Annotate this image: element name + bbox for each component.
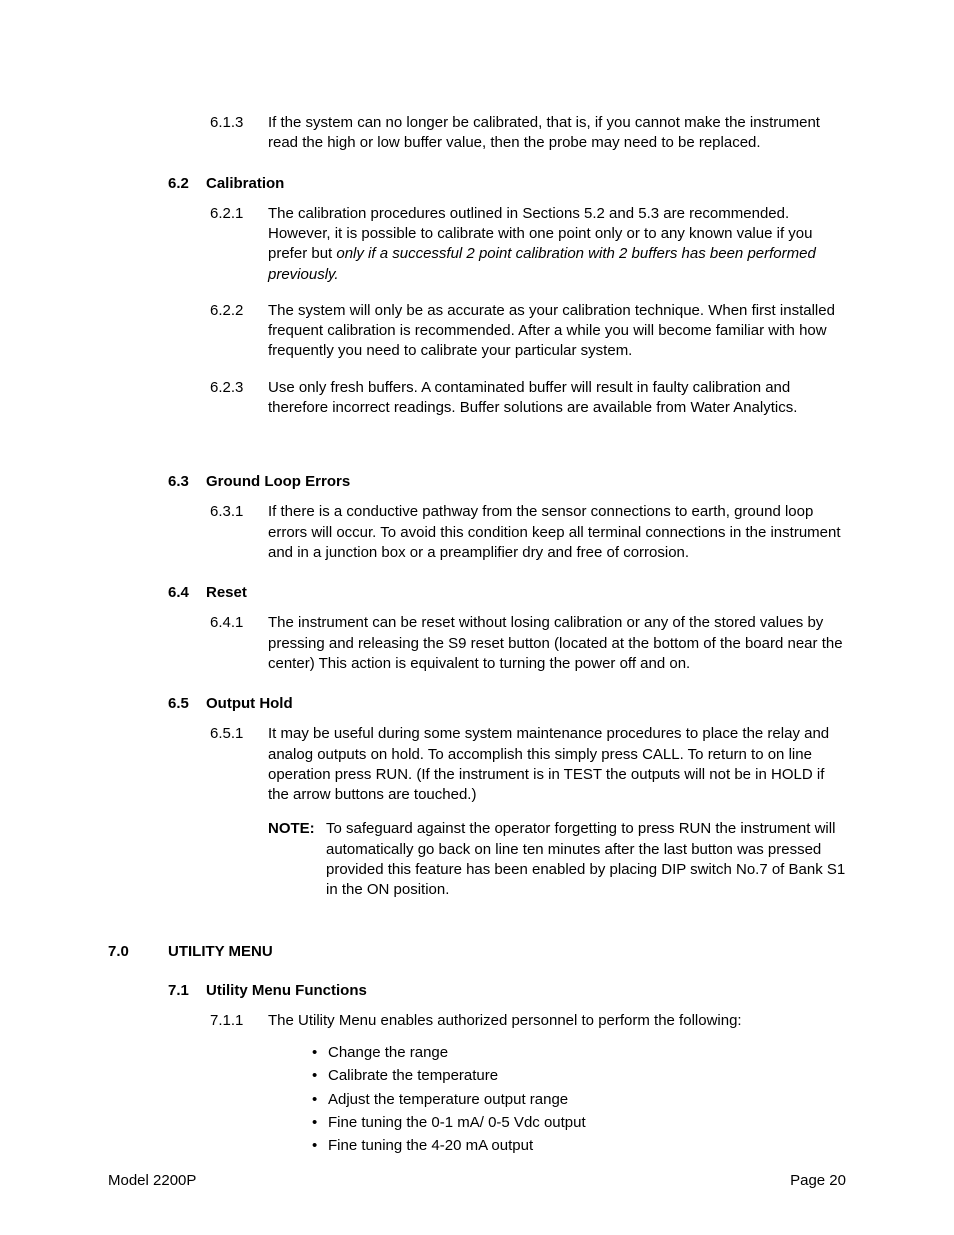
- item-text: If there is a conductive pathway from th…: [268, 502, 846, 563]
- heading-title: UTILITY MENU: [168, 942, 273, 962]
- bullet-item: Change the range: [312, 1043, 846, 1063]
- item-6-3-1: 6.3.1 If there is a conductive pathway f…: [210, 502, 846, 563]
- item-6-2-3: 6.2.3 Use only fresh buffers. A contamin…: [210, 378, 846, 419]
- heading-title: Utility Menu Functions: [206, 981, 367, 1001]
- heading-title: Ground Loop Errors: [206, 472, 350, 492]
- note-label: NOTE:: [268, 819, 326, 839]
- footer-left: Model 2200P: [108, 1171, 196, 1191]
- footer-right: Page 20: [790, 1171, 846, 1191]
- heading-number: 6.3: [168, 472, 206, 492]
- heading-number: 7.1: [168, 981, 206, 1001]
- item-6-2-2: 6.2.2 The system will only be as accurat…: [210, 301, 846, 362]
- item-number: 6.2.2: [210, 301, 268, 321]
- bullet-item: Fine tuning the 0-1 mA/ 0-5 Vdc output: [312, 1113, 846, 1133]
- note-text: To safeguard against the operator forget…: [326, 819, 846, 900]
- item-text: It may be useful during some system main…: [268, 724, 846, 900]
- note-6-5-1: NOTE: To safeguard against the operator …: [268, 819, 846, 900]
- page-footer: Model 2200P Page 20: [108, 1171, 846, 1191]
- heading-title: Calibration: [206, 174, 284, 194]
- heading-number: 6.5: [168, 694, 206, 714]
- item-text: Use only fresh buffers. A contaminated b…: [268, 378, 846, 419]
- heading-6-5: 6.5 Output Hold: [168, 694, 846, 714]
- item-text: The system will only be as accurate as y…: [268, 301, 846, 362]
- item-text-content: The Utility Menu enables authorized pers…: [268, 1012, 742, 1029]
- heading-6-3: 6.3 Ground Loop Errors: [168, 472, 846, 492]
- item-text-content: It may be useful during some system main…: [268, 725, 829, 803]
- item-text: The instrument can be reset without losi…: [268, 613, 846, 674]
- heading-7-1: 7.1 Utility Menu Functions: [168, 981, 846, 1001]
- item-number: 6.2.3: [210, 378, 268, 398]
- item-text: If the system can no longer be calibrate…: [268, 113, 846, 154]
- bullet-item: Fine tuning the 4-20 mA output: [312, 1136, 846, 1156]
- heading-number: 7.0: [108, 942, 168, 962]
- heading-title: Output Hold: [206, 694, 293, 714]
- heading-6-2: 6.2 Calibration: [168, 174, 846, 194]
- bullet-item: Adjust the temperature output range: [312, 1090, 846, 1110]
- item-6-4-1: 6.4.1 The instrument can be reset withou…: [210, 613, 846, 674]
- heading-title: Reset: [206, 583, 247, 603]
- item-6-1-3: 6.1.3 If the system can no longer be cal…: [210, 113, 846, 154]
- item-text-part-b-italic: only if a successful 2 point calibration…: [268, 245, 816, 282]
- item-7-1-1: 7.1.1 The Utility Menu enables authorize…: [210, 1011, 846, 1160]
- document-page: 6.1.3 If the system can no longer be cal…: [0, 0, 954, 1235]
- heading-6-4: 6.4 Reset: [168, 583, 846, 603]
- item-number: 6.2.1: [210, 204, 268, 224]
- heading-7-0: 7.0 UTILITY MENU: [108, 942, 846, 962]
- item-text: The Utility Menu enables authorized pers…: [268, 1011, 846, 1160]
- item-number: 6.5.1: [210, 724, 268, 744]
- item-number: 6.1.3: [210, 113, 268, 133]
- item-number: 6.4.1: [210, 613, 268, 633]
- bullet-item: Calibrate the temperature: [312, 1066, 846, 1086]
- item-number: 6.3.1: [210, 502, 268, 522]
- item-text: The calibration procedures outlined in S…: [268, 204, 846, 285]
- heading-number: 6.2: [168, 174, 206, 194]
- item-number: 7.1.1: [210, 1011, 268, 1031]
- heading-number: 6.4: [168, 583, 206, 603]
- bullet-list-7-1-1: Change the range Calibrate the temperatu…: [312, 1043, 846, 1156]
- item-6-2-1: 6.2.1 The calibration procedures outline…: [210, 204, 846, 285]
- item-6-5-1: 6.5.1 It may be useful during some syste…: [210, 724, 846, 900]
